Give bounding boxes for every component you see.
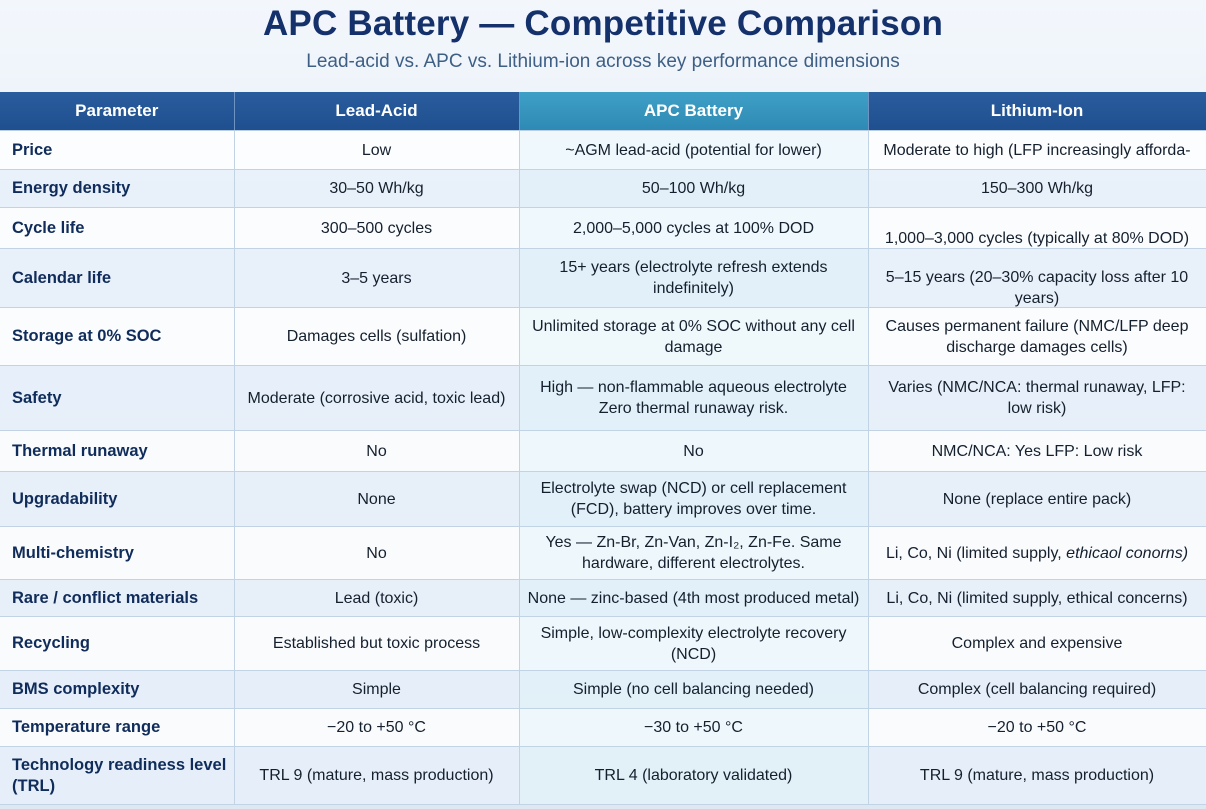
lithium-calendar-life-text: 5–15 years (20–30% capacity loss after 1…	[885, 269, 1189, 307]
apc-cell: Unlimited storage at 0% SOC without any …	[519, 307, 869, 366]
table-row: Price Low ~AGM lead-acid (potential for …	[0, 130, 1206, 170]
parameter-cell: Recycling	[0, 616, 235, 671]
parameter-cell: Price	[0, 130, 235, 170]
lead-acid-cell: None	[234, 471, 520, 527]
lithium-cycle-life-text: 1,000–3,000 cycles (typically at 80% DOD…	[884, 229, 1190, 247]
apc-cell: Simple (no cell balancing needed)	[519, 670, 869, 709]
apc-cell: ~AGM lead-acid (potential for lower)	[519, 130, 869, 170]
table-row: Cycle life 300–500 cycles 2,000–5,000 cy…	[0, 207, 1206, 249]
parameter-cell: Energy density	[0, 169, 235, 208]
lead-acid-cell: TRL 9 (mature, mass production)	[234, 746, 520, 805]
lithium-ion-cell: Li, Co, Ni (limited supply, ethicaol con…	[868, 526, 1206, 580]
column-header-apc: APC Battery	[519, 92, 869, 131]
lead-acid-cell: Simple	[234, 670, 520, 709]
parameter-cell: Temperature range	[0, 708, 235, 747]
table-row: Recycling Established but toxic process …	[0, 616, 1206, 671]
lead-acid-cell: 30–50 Wh/kg	[234, 169, 520, 208]
lithium-italic-text: ethicaol conorns)	[1066, 544, 1189, 562]
lead-acid-cell: Damages cells (sulfation)	[234, 307, 520, 366]
header: APC Battery — Competitive Comparison Lea…	[0, 0, 1206, 92]
lead-acid-cell: Established but toxic process	[234, 616, 520, 671]
apc-cell: Yes — Zn-Br, Zn-Van, Zn-I₂, Zn-Fe. Same …	[519, 526, 869, 580]
lead-acid-cell: Low	[234, 130, 520, 170]
lithium-ion-cell: Moderate to high (LFP increasingly affor…	[868, 130, 1206, 170]
lead-acid-cell: 3–5 years	[234, 248, 520, 308]
lithium-ion-cell: 150–300 Wh/kg	[868, 169, 1206, 208]
lithium-ion-cell: TRL 9 (mature, mass production)	[868, 746, 1206, 805]
parameter-cell: Safety	[0, 365, 235, 431]
lithium-text: Li, Co, Ni (limited supply,	[885, 544, 1067, 562]
parameter-cell: Storage at 0% SOC	[0, 307, 235, 366]
apc-cell: 50–100 Wh/kg	[519, 169, 869, 208]
apc-cell: No	[519, 430, 869, 472]
parameter-cell: Multi-chemistry	[0, 526, 235, 580]
column-header-parameter: Parameter	[0, 92, 235, 131]
lead-acid-cell: Lead (toxic)	[234, 579, 520, 617]
lithium-ion-cell: None (replace entire pack)	[868, 471, 1206, 527]
parameter-cell: BMS complexity	[0, 670, 235, 709]
lead-acid-cell: 300–500 cycles	[234, 207, 520, 249]
apc-cell: Simple, low-complexity electrolyte recov…	[519, 616, 869, 671]
lithium-ion-cell: Li, Co, Ni (limited supply, ethical conc…	[868, 579, 1206, 617]
apc-cell: None — zinc-based (4th most produced met…	[519, 579, 869, 617]
lithium-ion-cell: 1,000–3,000 cycles (typically at 80% DOD…	[868, 207, 1206, 249]
table-row: BMS complexity Simple Simple (no cell ba…	[0, 670, 1206, 709]
table-row: Storage at 0% SOC Damages cells (sulfati…	[0, 307, 1206, 366]
column-header-lead-acid: Lead-Acid	[234, 92, 520, 131]
table-row: Multi-chemistry No Yes — Zn-Br, Zn-Van, …	[0, 526, 1206, 580]
apc-cell: 2,000–5,000 cycles at 100% DOD	[519, 207, 869, 249]
parameter-cell: Thermal runaway	[0, 430, 235, 472]
lithium-ion-cell: NMC/NCA: Yes LFP: Low risk	[868, 430, 1206, 472]
parameter-cell: Calendar life	[0, 248, 235, 308]
page-subtitle: Lead-acid vs. APC vs. Lithium-ion across…	[306, 51, 900, 72]
parameter-cell: Cycle life	[0, 207, 235, 249]
parameter-cell: Rare / conflict materials	[0, 579, 235, 617]
table-row: Calendar life 3–5 years 15+ years (elect…	[0, 248, 1206, 308]
lead-acid-cell: No	[234, 526, 520, 580]
apc-cell: High — non-flammable aqueous electrolyte…	[519, 365, 869, 431]
apc-cell: 15+ years (electrolyte refresh extends i…	[519, 248, 869, 308]
table-header-row: Parameter Lead-Acid APC Battery Lithium-…	[0, 92, 1206, 131]
lithium-ion-cell: Complex (cell balancing required)	[868, 670, 1206, 709]
page-title: APC Battery — Competitive Comparison	[262, 4, 944, 43]
apc-cell: TRL 4 (laboratory validated)	[519, 746, 869, 805]
parameter-cell: Technology readiness level (TRL)	[0, 746, 235, 805]
lead-acid-cell: No	[234, 430, 520, 472]
table-row: Thermal runaway No No NMC/NCA: Yes LFP: …	[0, 430, 1206, 472]
table-row: Temperature range −20 to +50 °C −30 to +…	[0, 708, 1206, 747]
table-row: Technology readiness level (TRL) TRL 9 (…	[0, 746, 1206, 805]
table-row: Safety Moderate (corrosive acid, toxic l…	[0, 365, 1206, 431]
comparison-table: Parameter Lead-Acid APC Battery Lithium-…	[0, 92, 1206, 805]
lead-acid-cell: Moderate (corrosive acid, toxic lead)	[234, 365, 520, 431]
table-row: Rare / conflict materials Lead (toxic) N…	[0, 579, 1206, 617]
lithium-ion-cell: Varies (NMC/NCA: thermal runaway, LFP: l…	[868, 365, 1206, 431]
lithium-ion-cell: −20 to +50 °C	[868, 708, 1206, 747]
apc-cell: −30 to +50 °C	[519, 708, 869, 747]
table-row: Upgradability None Electrolyte swap (NCD…	[0, 471, 1206, 527]
lithium-ion-cell: Complex and expensive	[868, 616, 1206, 671]
parameter-cell: Upgradability	[0, 471, 235, 527]
table-row: Energy density 30–50 Wh/kg 50–100 Wh/kg …	[0, 169, 1206, 208]
lithium-ion-cell: 5–15 years (20–30% capacity loss after 1…	[868, 248, 1206, 308]
column-header-lithium-ion: Lithium-Ion	[868, 92, 1206, 131]
apc-cell: Electrolyte swap (NCD) or cell replaceme…	[519, 471, 869, 527]
lithium-ion-cell: Causes permanent failure (NMC/LFP deep d…	[868, 307, 1206, 366]
lead-acid-cell: −20 to +50 °C	[234, 708, 520, 747]
